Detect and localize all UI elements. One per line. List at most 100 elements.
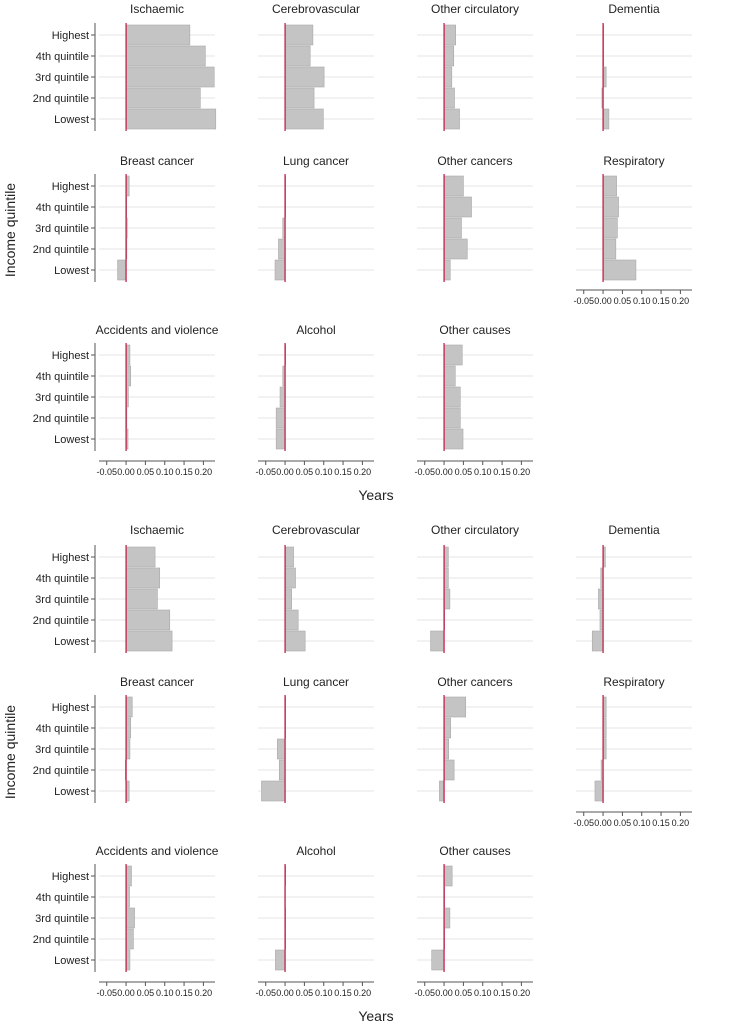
bar	[284, 87, 315, 109]
category-label: Lowest	[54, 955, 89, 967]
bar	[443, 217, 462, 239]
x-tick-label: 0.15	[175, 467, 193, 477]
bar	[602, 259, 637, 281]
x-tick-label: 0.10	[156, 988, 174, 998]
bar	[125, 66, 215, 88]
bar	[125, 907, 135, 929]
panel-respiratory: Respiratory -0.05 0.00 0.05 0.10 0.15 0.20	[573, 154, 692, 306]
panel-title: Dementia	[608, 523, 660, 537]
panel-respiratory: Respiratory -0.05 0.00 0.05 0.10 0.15 0.20	[573, 675, 692, 828]
x-tick-label: 0.05	[614, 818, 632, 828]
category-label: 4th quintile	[36, 892, 89, 904]
bar	[602, 175, 617, 197]
bar	[125, 365, 132, 387]
bar	[443, 567, 449, 589]
bar	[594, 780, 604, 802]
chart-section-2: Income quintile Years Ischaemic Highest 4th …	[2, 523, 692, 1024]
x-tick-label: 0.20	[195, 467, 213, 477]
category-label: Highest	[52, 350, 89, 362]
bar	[125, 24, 191, 46]
x-tick-label: -0.05	[573, 296, 594, 306]
panel-title: Other causes	[439, 323, 510, 337]
x-tick-label: 0.15	[652, 296, 670, 306]
bar	[125, 87, 201, 109]
panel-title: Breast cancer	[120, 675, 194, 689]
bar	[125, 928, 134, 950]
bar	[443, 696, 467, 718]
x-tick-label: 0.00	[276, 467, 294, 477]
x-tick-label: 0.10	[315, 988, 333, 998]
panel-other-circulatory: Other circulatory	[417, 2, 533, 131]
bar	[125, 717, 132, 739]
panel-accidents-and-violence: Accidents and violence Highest 4th quintil…	[33, 844, 219, 998]
bar	[125, 546, 156, 568]
category-label: 2nd quintile	[33, 413, 89, 425]
panel-dementia: Dementia	[576, 523, 692, 653]
bar	[443, 175, 464, 197]
x-tick-label: -0.05	[414, 467, 435, 477]
x-tick-label: 0.20	[513, 988, 531, 998]
x-tick-label: 0.15	[334, 467, 352, 477]
category-label: 2nd quintile	[33, 765, 89, 777]
bar	[278, 238, 286, 260]
bar	[443, 365, 456, 387]
x-tick-label: 0.05	[296, 467, 314, 477]
category-label: 3rd quintile	[35, 744, 89, 756]
bar	[431, 949, 445, 971]
category-label: 2nd quintile	[33, 93, 89, 105]
panel-cerebrovascular: Cerebrovascular	[258, 523, 374, 653]
category-label: 3rd quintile	[35, 72, 89, 84]
x-tick-label: 0.10	[474, 467, 492, 477]
category-label: Highest	[52, 552, 89, 564]
panel-title: Lung cancer	[283, 675, 349, 689]
bar	[117, 259, 127, 281]
bar	[591, 630, 604, 652]
x-tick-label: 0.00	[117, 988, 135, 998]
category-label: Highest	[52, 871, 89, 883]
x-tick-label: 0.00	[435, 988, 453, 998]
category-label: Lowest	[54, 265, 89, 277]
panel-title: Other cancers	[437, 154, 512, 168]
bar	[602, 217, 618, 239]
panel-title: Respiratory	[603, 154, 664, 168]
bar	[274, 259, 286, 281]
panel-title: Breast cancer	[120, 154, 194, 168]
x-tick-label: 0.00	[435, 467, 453, 477]
x-tick-label: 0.20	[354, 988, 372, 998]
panel-other-causes: Other causes -0.05 0.00 0.05 0.10 0.15 0.20	[414, 323, 533, 477]
x-tick-label: 0.05	[296, 988, 314, 998]
panel-other-circulatory: Other circulatory	[417, 523, 533, 653]
x-tick-label: 0.00	[276, 988, 294, 998]
bar	[125, 609, 171, 631]
x-tick-label: -0.05	[96, 467, 117, 477]
bar	[443, 865, 453, 887]
x-tick-label: -0.05	[255, 467, 276, 477]
bar	[284, 630, 306, 652]
bar	[284, 24, 314, 46]
bar	[439, 780, 445, 802]
panel-title: Ischaemic	[130, 523, 184, 537]
bar	[443, 238, 468, 260]
bar	[598, 588, 604, 610]
bar	[284, 66, 325, 88]
panel-title: Other causes	[439, 844, 510, 858]
x-tick-label: 0.05	[455, 467, 473, 477]
y-axis-label: Income quintile	[2, 183, 18, 277]
panel-breast-cancer: Breast cancer Highest 4th quintile 3rd quin…	[33, 154, 215, 282]
category-label: 4th quintile	[36, 723, 89, 735]
panel-accidents-and-violence: Accidents and violence Highest 4th quintil…	[33, 323, 219, 477]
panel-title: Other circulatory	[431, 523, 519, 537]
panel-lung-cancer: Lung cancer	[258, 154, 374, 282]
bar	[125, 865, 132, 887]
category-label: Highest	[52, 702, 89, 714]
panel-title: Dementia	[608, 2, 660, 16]
bar	[275, 949, 286, 971]
bar	[443, 24, 456, 46]
category-label: 3rd quintile	[35, 392, 89, 404]
panel-other-cancers: Other cancers	[417, 675, 533, 803]
x-tick-label: -0.05	[255, 988, 276, 998]
panel-title: Cerebrovascular	[272, 2, 360, 16]
category-label: 3rd quintile	[35, 913, 89, 925]
bar	[284, 609, 299, 631]
panel-alcohol: Alcohol -0.05 0.00 0.05 0.10 0.15 0.20	[255, 844, 374, 998]
